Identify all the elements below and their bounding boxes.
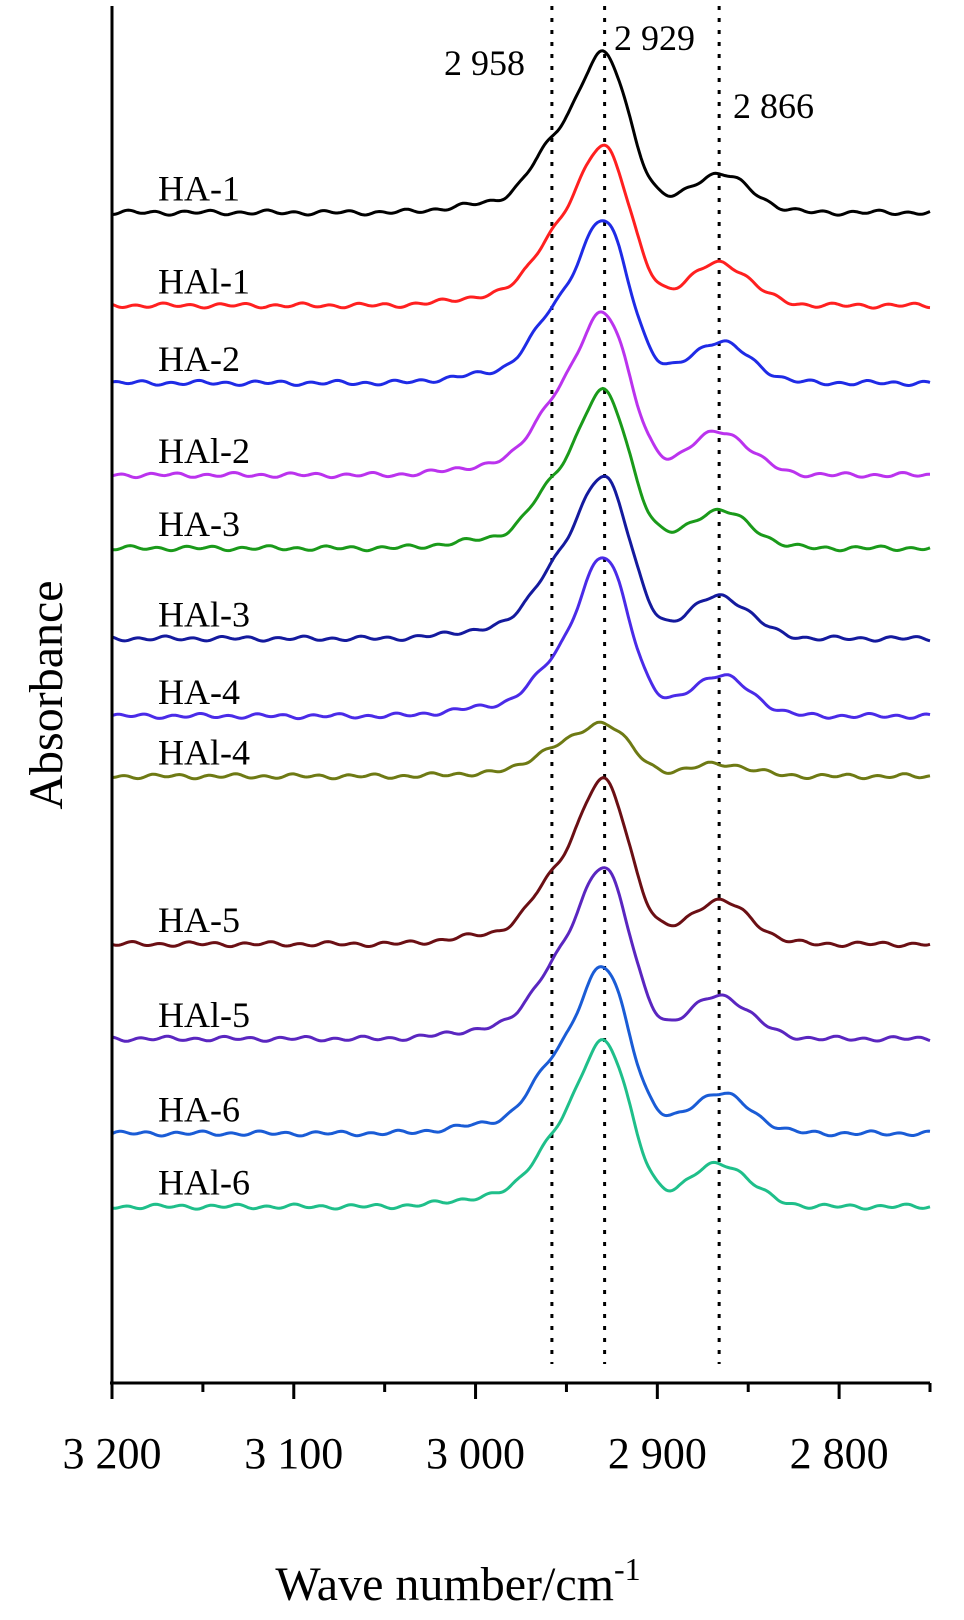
series-line-ha-5	[111, 776, 931, 949]
x-ticks: 3 200 3 100 3 000 2 900 2 800	[63, 1383, 932, 1478]
series-labels: HA-1 HAl-1 HA-2 HAl-2 HA-3 HAl-3 HA-4 HAl-4 HA-5…	[158, 169, 250, 1203]
series-line-hal-3	[111, 474, 931, 643]
series-label-hal-1: HAl-1	[158, 261, 250, 301]
series-line-hal-2	[111, 310, 930, 480]
series-label-hal-5: HAl-5	[158, 995, 250, 1035]
x-tick-label-2900: 2 900	[608, 1429, 707, 1478]
x-tick-label-3200: 3 200	[63, 1429, 162, 1478]
series-line-ha-2	[111, 219, 931, 388]
series-label-hal-3: HAl-3	[158, 595, 250, 635]
series-label-ha-6: HA-6	[158, 1089, 240, 1129]
series-line-ha-1	[111, 49, 931, 217]
annotation-2929: 2 929	[614, 18, 695, 58]
series-line-hal-6	[111, 1038, 931, 1211]
series-label-ha-2: HA-2	[158, 339, 240, 379]
x-tick-label-3100: 3 100	[244, 1429, 343, 1478]
x-axis-title-superscript: -1	[614, 1551, 641, 1587]
series-label-hal-4: HAl-4	[158, 732, 250, 772]
series-lines	[111, 49, 931, 1211]
reference-lines	[550, 6, 721, 1364]
series-line-ha-6	[111, 965, 931, 1138]
axes	[110, 6, 930, 1385]
series-line-hal-5	[111, 866, 931, 1043]
series-label-hal-6: HAl-6	[158, 1163, 250, 1203]
series-line-hal-4	[111, 720, 931, 781]
series-label-ha-4: HA-4	[158, 672, 240, 712]
series-line-hal-1	[111, 143, 931, 310]
x-tick-label-3000: 3 000	[426, 1429, 525, 1478]
annotation-2958: 2 958	[444, 43, 525, 83]
series-label-ha-3: HA-3	[158, 504, 240, 544]
annotation-2866: 2 866	[733, 86, 814, 126]
series-line-ha-3	[111, 386, 931, 553]
x-tick-label-2800: 2 800	[790, 1429, 889, 1478]
series-label-ha-1: HA-1	[158, 169, 240, 209]
peak-annotations: 2 958 2 929 2 866	[444, 18, 814, 126]
series-label-hal-2: HAl-2	[158, 431, 250, 471]
x-axis-title: Wave number/cm-1	[275, 1551, 640, 1611]
series-line-ha-4	[111, 556, 931, 721]
y-axis-title: Absorbance	[20, 580, 73, 809]
series-label-ha-5: HA-5	[158, 900, 240, 940]
